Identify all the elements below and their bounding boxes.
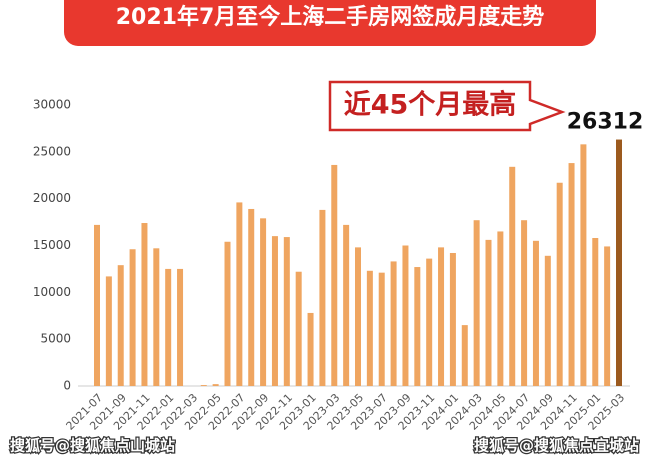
bar	[200, 385, 207, 386]
bar	[295, 271, 302, 386]
y-tick-label: 5000	[40, 332, 71, 346]
bar	[129, 249, 136, 386]
bar	[141, 223, 148, 386]
bar	[331, 164, 338, 386]
bar	[426, 258, 433, 386]
bar	[248, 208, 255, 386]
bar	[105, 276, 112, 386]
bar	[580, 144, 587, 386]
watermark: 搜狐号@搜狐焦点山城站	[10, 437, 175, 455]
bar	[390, 261, 397, 386]
bar	[473, 220, 480, 386]
data-label: 26312	[567, 110, 644, 135]
chart-title: 2021年7月至今上海二手房网签成月度走势	[116, 4, 545, 30]
bar	[521, 220, 528, 386]
bar	[307, 312, 314, 386]
bar	[224, 241, 231, 386]
annotation-box	[328, 80, 566, 132]
annotation: 近45个月最高	[344, 89, 517, 121]
bar	[532, 240, 539, 386]
bar	[117, 265, 124, 386]
bar	[236, 202, 243, 386]
bar	[449, 252, 456, 386]
bar	[616, 139, 622, 386]
bar	[165, 268, 172, 386]
bar	[485, 239, 492, 386]
bar	[94, 224, 100, 386]
bar	[414, 267, 421, 386]
bar	[604, 246, 611, 386]
bar	[438, 247, 445, 386]
bar	[212, 384, 219, 386]
y-tick-label: 15000	[33, 238, 71, 252]
y-tick-label: 10000	[33, 285, 71, 299]
bar	[177, 268, 184, 386]
y-tick-label: 20000	[33, 191, 71, 205]
bar	[343, 224, 350, 386]
bar	[283, 237, 290, 386]
y-tick-label: 25000	[33, 144, 71, 158]
bar	[402, 245, 409, 386]
bar	[461, 325, 468, 386]
bar	[509, 166, 516, 386]
bar	[544, 255, 551, 386]
bar	[153, 248, 160, 386]
bar	[366, 270, 373, 386]
bar	[319, 209, 326, 386]
bar	[497, 231, 504, 386]
bar	[271, 236, 278, 386]
title-banner	[64, 0, 596, 46]
bar	[378, 272, 385, 386]
bar	[568, 163, 575, 386]
y-tick-label: 0	[63, 379, 71, 393]
bar	[556, 182, 563, 386]
bar	[592, 238, 599, 386]
watermark: 搜狐号@搜狐焦点宜城站	[474, 437, 639, 455]
bar	[260, 218, 267, 386]
y-tick-label: 30000	[33, 98, 71, 112]
bar	[355, 247, 361, 386]
